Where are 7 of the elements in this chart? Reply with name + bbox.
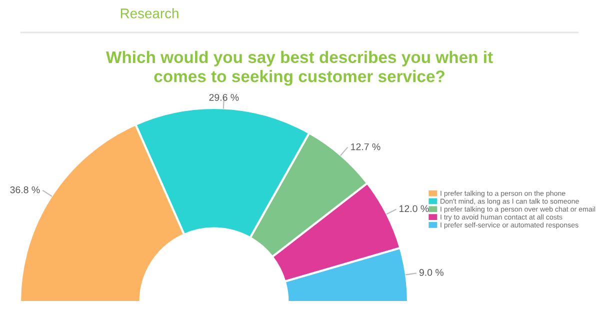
data-label: 12.7 % xyxy=(351,143,380,150)
data-label: 29.6 % xyxy=(209,94,239,101)
chart-title: Which would you say best describes you when it comes to seeking customer service? xyxy=(106,50,493,86)
data-label: 36.8 % xyxy=(10,186,40,194)
text: Research xyxy=(120,8,178,18)
data-label: 12.0 % xyxy=(400,205,429,212)
data-label: 9.0 % xyxy=(419,269,444,276)
